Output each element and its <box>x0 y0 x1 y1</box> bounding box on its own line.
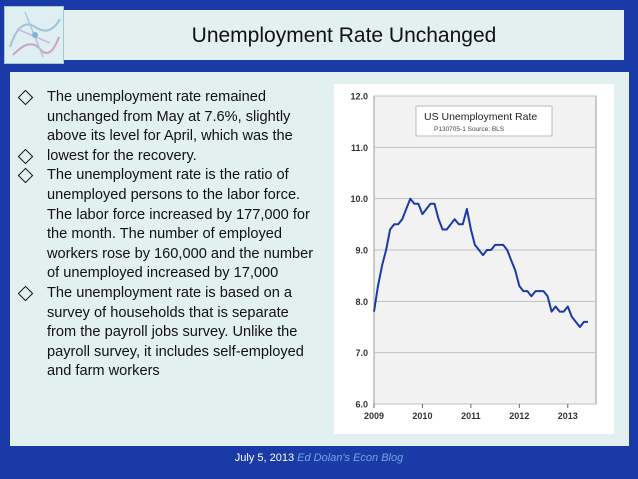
chart-title: US Unemployment Rate <box>424 111 537 123</box>
bullet-list: The unemployment rate remained unchanged … <box>14 88 314 382</box>
diamond-outline-icon <box>17 148 34 165</box>
unemployment-chart: 6.0 7.0 8.0 9.0 10.0 11.0 12.0 2009 2010 2011 2012… <box>350 92 597 421</box>
footer-date: July 5, 2013 <box>234 452 295 464</box>
title-bar <box>64 10 624 60</box>
x-tick-label: 2012 <box>509 411 529 421</box>
x-tick-label: 2011 <box>461 411 481 421</box>
diamond-outline-icon <box>17 285 34 302</box>
bullet-text: The unemployment rate is the ratio of une… <box>47 167 314 282</box>
diamond-outline-icon <box>17 168 34 184</box>
bullet-text: The unemployment rate remained unchanged … <box>47 89 293 145</box>
bullet-text: lowest for the recovery. <box>47 147 197 164</box>
x-tick-label: 2010 <box>412 411 432 421</box>
bullet-item: lowest for the recovery. <box>14 147 314 167</box>
diamond-outline-icon <box>17 89 34 106</box>
y-tick-label: 8.0 <box>355 297 368 307</box>
chart-container: 6.0 7.0 8.0 9.0 10.0 11.0 12.0 2009 2010 2011 2012… <box>334 84 614 434</box>
footer-blog-link[interactable]: Ed Dolan's Econ Blog <box>297 452 404 464</box>
bullet-item: The unemployment rate is the ratio of une… <box>14 166 314 284</box>
y-tick-label: 6.0 <box>355 400 368 410</box>
y-tick-label: 12.0 <box>350 92 368 102</box>
x-tick-label: 2013 <box>558 411 578 421</box>
y-tick-label: 9.0 <box>355 246 368 256</box>
x-tick-label: 2009 <box>364 411 384 421</box>
y-tick-label: 10.0 <box>350 194 368 204</box>
y-tick-label: 7.0 <box>355 348 368 358</box>
chart-title-box <box>415 105 553 137</box>
chart-subtitle: P130705-1 Source: BLS <box>434 126 505 133</box>
y-tick-label: 11.0 <box>351 143 368 153</box>
bullet-item: The unemployment rate remained unchanged … <box>14 88 314 147</box>
bullet-text: The unemployment rate is based on a surve… <box>47 284 304 380</box>
slide-title: Unemployment Rate Unchanged <box>191 24 497 47</box>
logo-icon <box>4 6 64 64</box>
footer: July 5, 2013 Ed Dolan's Econ Blog <box>0 452 638 464</box>
bullet-item: The unemployment rate is based on a surve… <box>14 284 314 382</box>
series-line <box>373 197 588 328</box>
